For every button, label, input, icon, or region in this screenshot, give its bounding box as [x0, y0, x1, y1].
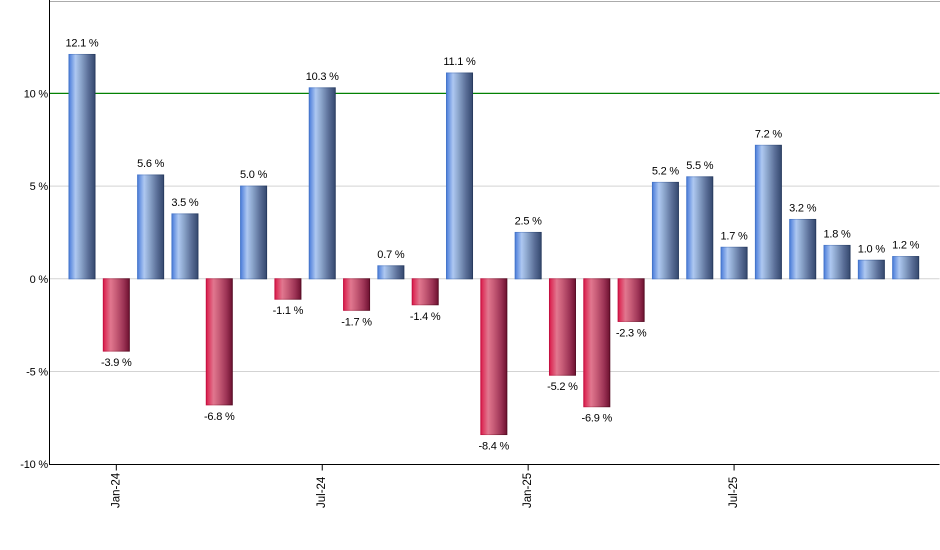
svg-text:1.7 %: 1.7 %	[721, 230, 749, 242]
svg-text:3.5 %: 3.5 %	[171, 197, 199, 209]
svg-text:0 %: 0 %	[30, 274, 49, 286]
svg-text:-5 %: -5 %	[26, 367, 48, 379]
svg-text:0.7 %: 0.7 %	[377, 249, 405, 261]
svg-text:-1.7 %: -1.7 %	[341, 316, 372, 328]
svg-text:7.2 %: 7.2 %	[755, 128, 783, 140]
svg-text:11.1 %: 11.1 %	[443, 56, 476, 68]
svg-text:Jul-24: Jul-24	[316, 476, 328, 508]
svg-text:10.3 %: 10.3 %	[306, 71, 339, 83]
svg-text:5 %: 5 %	[30, 181, 49, 193]
svg-text:5.0 %: 5.0 %	[240, 169, 268, 181]
svg-text:5.2 %: 5.2 %	[652, 165, 680, 177]
svg-text:-8.4 %: -8.4 %	[479, 441, 510, 453]
svg-text:1.0 %: 1.0 %	[858, 243, 886, 255]
svg-text:5.6 %: 5.6 %	[137, 158, 165, 170]
svg-text:-3.9 %: -3.9 %	[101, 357, 132, 369]
svg-text:-10 %: -10 %	[20, 459, 48, 471]
svg-text:Jan-24: Jan-24	[110, 472, 122, 508]
svg-text:12.1 %: 12.1 %	[65, 37, 98, 49]
svg-text:-1.4 %: -1.4 %	[410, 311, 441, 323]
svg-text:Jan-25: Jan-25	[522, 473, 534, 508]
svg-text:-2.3 %: -2.3 %	[616, 327, 647, 339]
svg-text:1.2 %: 1.2 %	[892, 240, 920, 252]
svg-text:2.5 %: 2.5 %	[515, 215, 543, 227]
svg-text:Jul-25: Jul-25	[728, 477, 740, 508]
svg-text:1.8 %: 1.8 %	[823, 228, 851, 240]
svg-text:10 %: 10 %	[24, 88, 49, 100]
svg-text:3.2 %: 3.2 %	[789, 202, 817, 214]
svg-text:5.5 %: 5.5 %	[686, 160, 714, 172]
svg-text:-5.2 %: -5.2 %	[547, 381, 578, 393]
svg-text:-6.9 %: -6.9 %	[582, 413, 613, 425]
svg-text:-1.1 %: -1.1 %	[273, 305, 304, 317]
svg-text:-6.8 %: -6.8 %	[204, 411, 235, 423]
